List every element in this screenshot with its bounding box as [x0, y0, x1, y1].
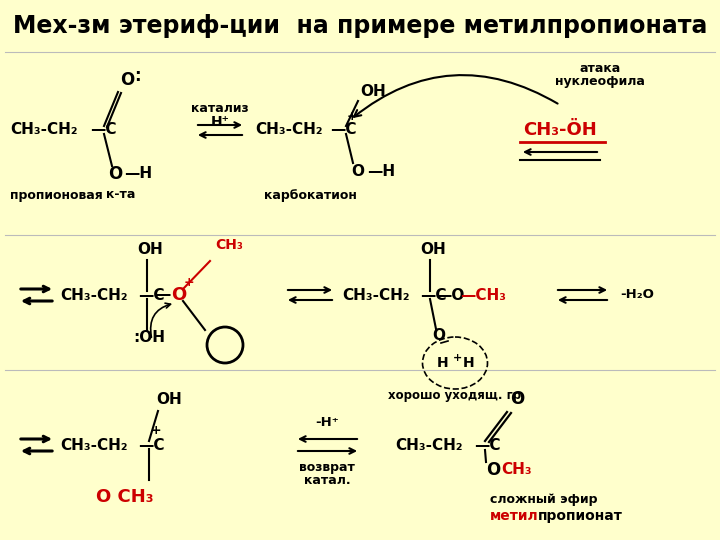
Text: OH: OH: [137, 241, 163, 256]
Text: Мех-зм этериф-ции  на примере метилпропионата: Мех-зм этериф-ции на примере метилпропио…: [13, 14, 707, 38]
Text: CH₃-ÖH: CH₃-ÖH: [523, 121, 597, 139]
Circle shape: [207, 327, 243, 363]
Text: —CH₃: —CH₃: [460, 287, 506, 302]
Text: +: +: [347, 110, 358, 123]
Text: —C: —C: [138, 287, 164, 302]
Text: к-та: к-та: [106, 188, 135, 201]
Text: H: H: [218, 336, 232, 354]
Text: —H: —H: [367, 165, 395, 179]
Text: —C: —C: [90, 123, 117, 138]
Text: CH₃-CH₂: CH₃-CH₂: [60, 287, 127, 302]
Text: +: +: [454, 353, 463, 363]
Text: CH₃-CH₂: CH₃-CH₂: [10, 123, 78, 138]
Text: —: —: [155, 287, 171, 302]
Text: CH₃-CH₂: CH₃-CH₂: [255, 123, 323, 138]
Text: —H: —H: [124, 166, 152, 181]
Text: атака: атака: [580, 62, 621, 75]
Text: O: O: [486, 461, 500, 479]
Text: -H₂O: -H₂O: [620, 288, 654, 301]
Text: :OH: :OH: [133, 330, 165, 346]
Text: O: O: [108, 165, 122, 183]
Text: катал.: катал.: [304, 475, 351, 488]
Text: O: O: [351, 165, 364, 179]
Text: —C: —C: [138, 437, 164, 453]
Text: CH₃-CH₂: CH₃-CH₂: [395, 437, 462, 453]
Text: H: H: [437, 356, 449, 370]
Text: O: O: [432, 327, 445, 342]
Text: карбокатион: карбокатион: [264, 188, 356, 201]
Text: +: +: [151, 424, 161, 437]
Text: H⁺: H⁺: [210, 115, 230, 129]
Text: O CH₃: O CH₃: [96, 488, 154, 506]
Text: OH: OH: [420, 241, 446, 256]
Text: CH₃: CH₃: [215, 238, 243, 252]
Text: пропионат: пропионат: [538, 509, 623, 523]
Text: CH₃: CH₃: [501, 462, 531, 477]
Text: CH₃-CH₂: CH₃-CH₂: [342, 287, 410, 302]
Text: —C: —C: [330, 123, 356, 138]
Text: H: H: [463, 356, 474, 370]
Text: возврат: возврат: [299, 461, 355, 474]
Text: —C: —C: [474, 437, 500, 453]
Text: сложный эфир: сложный эфир: [490, 494, 598, 507]
Text: нуклеофила: нуклеофила: [555, 76, 645, 89]
Text: OH: OH: [360, 84, 386, 98]
Text: O: O: [120, 71, 134, 89]
Text: CH₃-CH₂: CH₃-CH₂: [60, 437, 127, 453]
Text: O: O: [171, 286, 186, 304]
Text: метил: метил: [490, 509, 539, 523]
Text: катализ: катализ: [192, 102, 249, 114]
Text: -H⁺: -H⁺: [315, 416, 339, 429]
Text: —O: —O: [436, 287, 464, 302]
Text: хорошо уходящ. гр: хорошо уходящ. гр: [388, 388, 521, 402]
Text: +: +: [184, 276, 194, 289]
Text: :: :: [134, 67, 140, 85]
Text: O: O: [510, 390, 524, 408]
Text: пропионовая: пропионовая: [10, 188, 103, 201]
Text: —C: —C: [420, 287, 446, 302]
Text: OH: OH: [156, 393, 181, 408]
